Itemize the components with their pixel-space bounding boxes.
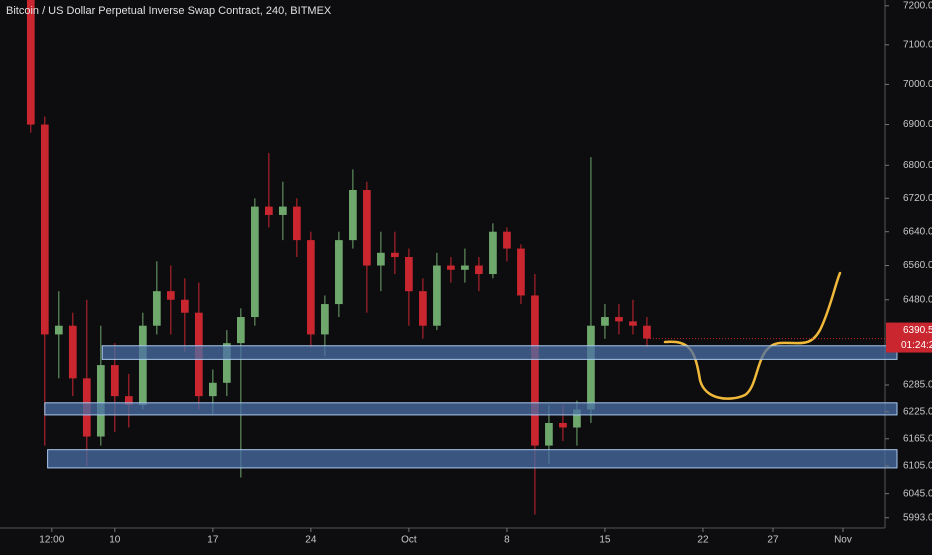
support-zone (47, 449, 898, 469)
x-tick-label: Nov (834, 535, 852, 546)
x-tick-label: 12:00 (39, 535, 64, 546)
candle-body (26, 0, 35, 125)
candle-body (629, 321, 637, 326)
candle-body (643, 325, 651, 339)
y-tick-label: 6105.0 (903, 461, 932, 472)
candle-body (461, 265, 469, 270)
y-tick-label: 6800.0 (903, 160, 932, 171)
x-tick-label: 27 (767, 535, 779, 546)
x-tick-label: 8 (504, 535, 510, 546)
x-tick-label: 15 (599, 535, 611, 546)
candle-body (615, 317, 623, 322)
candle-body (517, 248, 525, 296)
candle-body (447, 265, 455, 270)
candle-body (531, 295, 539, 446)
x-tick-label: Oct (401, 535, 417, 546)
x-tick-label: 10 (109, 535, 121, 546)
y-tick-label: 6720.0 (903, 193, 932, 204)
y-tick-label: 6165.0 (903, 433, 932, 444)
candle-body (433, 265, 441, 326)
candle-body (489, 231, 497, 275)
candle-body (152, 291, 161, 326)
candle-body (96, 365, 105, 437)
last-price-box (886, 322, 932, 353)
y-tick-label: 6045.0 (903, 488, 932, 499)
candle-body (573, 409, 581, 428)
x-tick-label: 17 (207, 535, 219, 546)
candle-body (419, 291, 427, 326)
candle-body (587, 325, 595, 410)
candle-body (293, 206, 301, 241)
candle-body (223, 343, 231, 383)
x-tick-label: 22 (697, 535, 709, 546)
candle-body (307, 240, 315, 335)
candle-body (349, 190, 357, 241)
drawn-projection-curve (663, 271, 842, 400)
candle-body (54, 325, 63, 335)
y-tick-label: 6900.0 (903, 119, 932, 130)
y-tick-label: 6640.0 (903, 226, 932, 237)
y-tick-label: 6480.0 (903, 294, 932, 305)
y-tick-label: 5993.0 (903, 512, 932, 523)
candle-body (545, 422, 553, 446)
candle-body (110, 365, 119, 397)
candle-body (601, 317, 609, 326)
y-tick-label: 7100.0 (903, 39, 932, 50)
candle-body (40, 124, 49, 335)
y-tick-label: 7000.0 (903, 79, 932, 90)
candle-body (405, 257, 413, 292)
candle-body (138, 325, 147, 406)
candle-body (68, 325, 77, 379)
y-tick-label: 6225.0 (903, 406, 932, 417)
support-zone (44, 402, 898, 416)
countdown-label: 01:24:22 (901, 340, 932, 351)
candle-body (279, 206, 287, 215)
chart-title: Bitcoin / US Dollar Perpetual Inverse Sw… (6, 5, 332, 17)
candle-body (208, 382, 217, 397)
y-tick-label: 7200.0 (903, 0, 932, 11)
candle-body (475, 265, 483, 275)
candle-body (180, 299, 189, 313)
candle-body (166, 291, 175, 300)
candle-body (237, 317, 245, 344)
candle-body (321, 304, 329, 335)
candle-body (251, 206, 259, 318)
candle-body (377, 252, 385, 266)
y-tick-label: 6285.0 (903, 380, 932, 391)
support-zone (101, 345, 898, 360)
candle-body (335, 240, 343, 305)
candle-body (391, 252, 399, 258)
candle-body (503, 231, 511, 249)
x-tick-label: 24 (305, 535, 317, 546)
y-tick-label: 6560.0 (903, 260, 932, 271)
candle-body (124, 396, 133, 406)
candle-body (363, 190, 371, 266)
candle-body (265, 206, 273, 215)
candle-body (559, 422, 567, 428)
last-price-label: 6390.5 (903, 325, 932, 336)
